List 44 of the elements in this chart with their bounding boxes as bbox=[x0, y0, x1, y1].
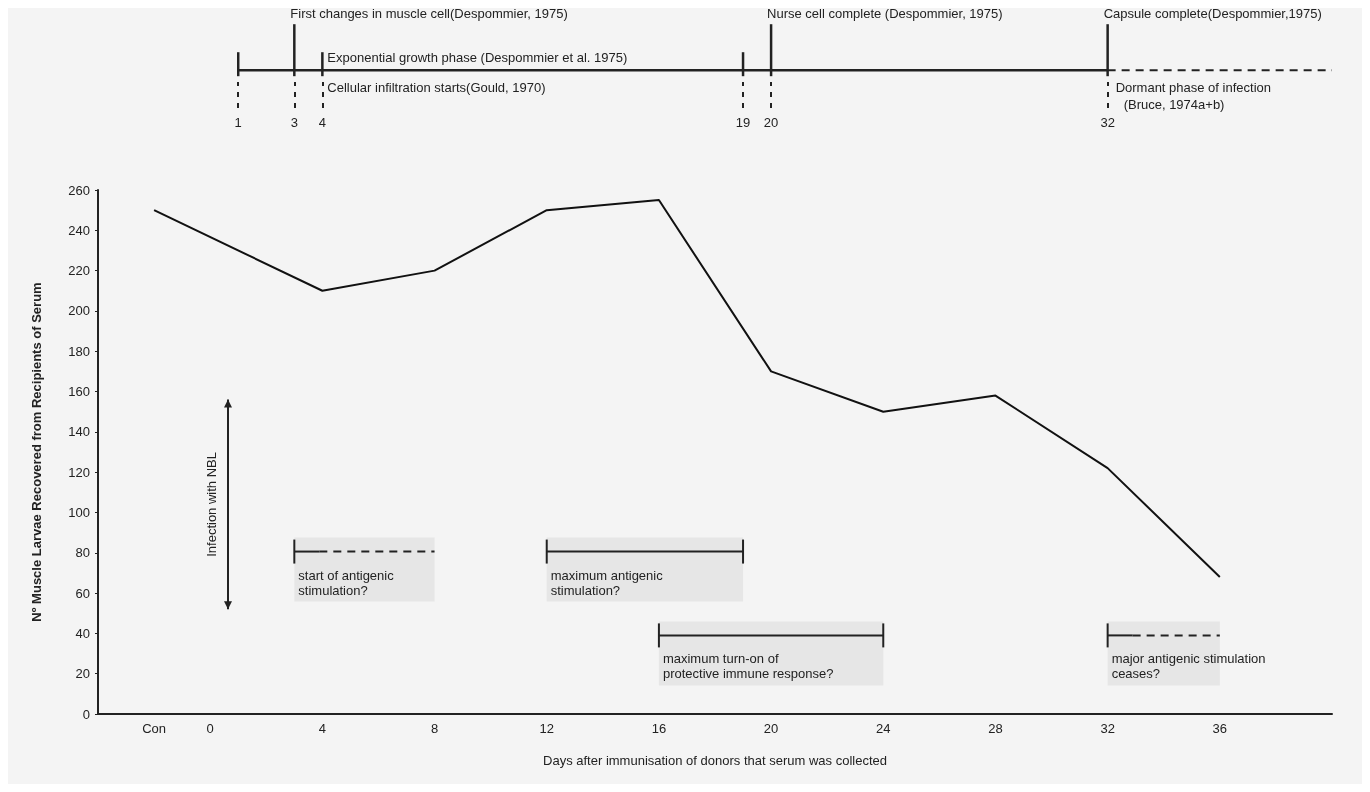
y-tick-label: 60 bbox=[75, 585, 90, 601]
y-tick-label: 20 bbox=[75, 666, 90, 682]
x-tick-label: 12 bbox=[539, 721, 554, 736]
annotation: Infection with NBL bbox=[204, 452, 219, 557]
x-tick-label: 28 bbox=[988, 721, 1003, 736]
x-tick-label: 8 bbox=[430, 721, 439, 736]
x-tick-label: 36 bbox=[1212, 721, 1228, 736]
y-tick-label: 0 bbox=[82, 706, 90, 722]
x-tick-label: 24 bbox=[876, 721, 891, 736]
y-tick-label: 80 bbox=[75, 545, 90, 561]
x-tick-label: 0 bbox=[206, 721, 214, 736]
y-axis-title: Nº Muscle Larvae Recovered from Recipients of Serum bbox=[29, 282, 44, 622]
x-tick-label: 16 bbox=[651, 721, 667, 736]
text: First changes in muscle cell(Despommier, 1975) bbox=[290, 6, 568, 22]
x2-tick-label: 20 bbox=[763, 115, 779, 130]
y-tick-label: 240 bbox=[68, 222, 90, 238]
x2-tick-label: 19 bbox=[735, 115, 751, 130]
x-tick-label: 32 bbox=[1100, 721, 1115, 736]
band-label: major antigenic stimulation ceases? bbox=[1111, 651, 1266, 682]
x2-tick-label: 3 bbox=[290, 115, 298, 130]
y-tick-label: 120 bbox=[68, 464, 90, 480]
x-tick-label: 4 bbox=[318, 721, 326, 736]
band-label: start of antigenic stimulation? bbox=[298, 567, 395, 598]
x2-tick-label: 1 bbox=[234, 115, 242, 130]
text: Exponential growth phase (Despommier et al. 1975) bbox=[327, 50, 628, 66]
text: Nurse cell complete (Despommier, 1975) bbox=[767, 6, 1003, 22]
y-tick-label: 260 bbox=[68, 182, 90, 198]
y-tick-label: 40 bbox=[75, 625, 90, 641]
y-tick-label: 180 bbox=[68, 343, 90, 359]
x-axis-title: Days after immunisation of donors that serum was collected bbox=[543, 753, 887, 768]
x2-tick-label: 32 bbox=[1100, 115, 1115, 130]
x-tick-label: Con bbox=[142, 721, 167, 736]
band-label: maximum antigenic stimulation? bbox=[550, 567, 664, 598]
y-tick-label: 200 bbox=[68, 303, 90, 319]
text: Capsule complete(Despommier,1975) bbox=[1103, 6, 1322, 22]
band-label: maximum turn-on of protective immune response? bbox=[662, 651, 834, 682]
y-tick-label: 100 bbox=[68, 504, 90, 520]
y-tick-label: 160 bbox=[68, 384, 90, 400]
y-tick-label: 140 bbox=[68, 424, 90, 440]
x-tick-label: 20 bbox=[763, 721, 779, 736]
x2-tick-label: 4 bbox=[318, 115, 326, 130]
y-tick-label: 220 bbox=[68, 263, 90, 279]
text: Cellular infiltration starts(Gould, 1970) bbox=[327, 80, 546, 96]
text: Dormant phase of infection (Bruce, 1974a+b) bbox=[1115, 80, 1272, 113]
